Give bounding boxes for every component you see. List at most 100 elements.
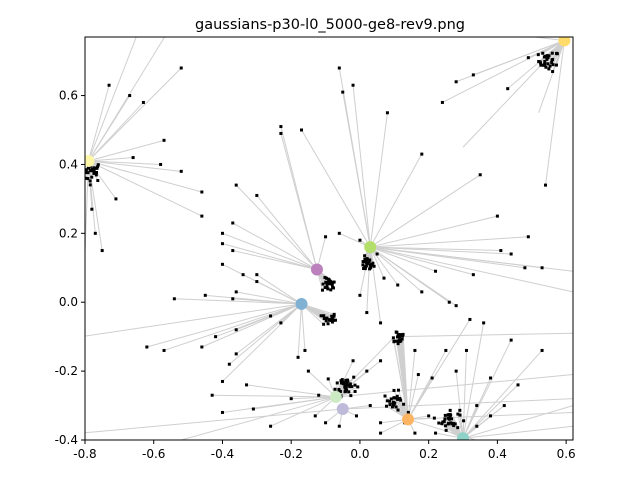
data-point [337,388,341,392]
data-point [363,254,367,258]
data-point [413,431,417,435]
data-point [356,385,360,389]
data-point [340,378,344,382]
data-point [341,381,345,385]
data-point [80,173,83,176]
data-point [499,249,503,253]
edge-line [201,303,302,348]
edge-line [301,303,306,351]
edge-line [270,396,337,427]
data-point [92,166,96,170]
data-point [385,111,389,115]
edge-line [87,160,96,234]
data-point [458,413,462,417]
data-point [391,336,395,340]
edge-line [88,160,182,172]
hub-purple [310,263,323,276]
data-point [547,67,551,71]
edge-line [538,40,565,113]
data-point [220,410,224,414]
x-tick-label: 0.0 [350,447,369,461]
data-point [452,424,456,428]
edge-line [473,39,565,76]
plot-area [80,37,573,440]
data-point [92,170,96,174]
data-point [85,171,87,175]
data-point [394,405,398,409]
data-point [330,320,334,324]
data-point [179,169,183,173]
data-point [375,252,379,256]
data-point [92,171,96,175]
edge-line [88,37,166,162]
edge-line [462,405,505,439]
data-point [471,73,475,77]
data-point [323,276,327,280]
edge-line [88,157,134,162]
data-point [453,422,457,426]
x-tick-label: -0.4 [211,447,234,461]
data-point [321,282,325,286]
edge-line [397,332,573,338]
data-point [107,83,111,87]
data-point [200,214,204,218]
data-point [458,408,462,412]
data-point [333,318,337,322]
data-point [397,335,401,339]
edge-line [370,246,573,272]
data-point [364,258,368,262]
data-point [172,297,176,301]
data-point [88,183,92,187]
data-point [443,417,447,421]
y-tick-label: 0.6 [59,89,78,103]
edge-line [232,222,318,270]
data-point [369,264,373,268]
data-point [385,399,389,403]
data-point [543,59,547,63]
data-point [471,273,475,277]
data-point [227,362,231,366]
data-point [440,422,444,426]
data-point [389,397,393,401]
data-point [368,267,372,271]
x-tick-label: 0.2 [419,447,438,461]
data-point [539,63,543,67]
edge-line [146,303,302,348]
edge-line [462,405,573,439]
y-tick-label: -0.4 [55,433,78,447]
data-point [322,317,326,321]
data-point [440,100,444,104]
data-point [329,288,333,292]
data-point [394,396,398,400]
data-point [396,339,400,343]
data-point [434,269,438,273]
data-point [551,70,555,74]
hub-yellow-right [558,37,571,47]
data-point [82,167,85,170]
data-point [396,342,400,346]
data-point [85,168,88,172]
data-point [96,163,100,167]
data-point [231,221,235,225]
data-point [358,238,362,242]
data-point [396,388,400,392]
data-point [88,168,92,172]
data-point [538,60,542,64]
data-point [269,314,273,318]
data-point [395,330,399,334]
edge-line [85,303,302,337]
data-point [444,424,448,428]
data-point [279,321,283,325]
edge-line [369,247,382,323]
data-point [427,414,431,418]
data-point [279,131,283,135]
data-point [346,383,350,387]
data-point [350,385,354,389]
data-point [456,426,460,430]
data-point [327,280,331,284]
data-point [96,179,100,183]
hub-lavender [336,403,349,415]
edge-line [455,371,464,439]
edge-line [253,396,336,410]
data-point [331,286,335,290]
